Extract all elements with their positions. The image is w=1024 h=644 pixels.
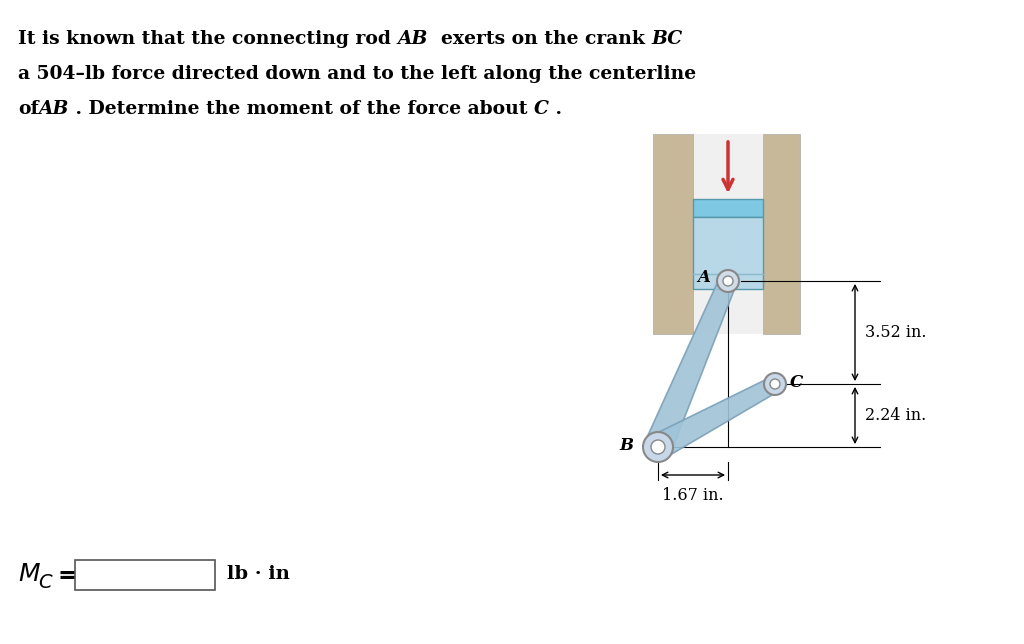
Polygon shape: [693, 217, 763, 289]
Text: B: B: [618, 437, 633, 453]
Circle shape: [770, 379, 780, 389]
Polygon shape: [693, 134, 763, 334]
Polygon shape: [763, 134, 800, 334]
Text: $\mathbf{\mathit{C}}$: $\mathbf{\mathit{C}}$: [38, 574, 53, 592]
Text: AB: AB: [39, 100, 69, 118]
Text: . Determine the moment of the force about: . Determine the moment of the force abou…: [69, 100, 534, 118]
Polygon shape: [653, 134, 693, 334]
Text: a 504–lb force directed down and to the left along the centerline: a 504–lb force directed down and to the …: [18, 65, 696, 83]
Text: AB: AB: [397, 30, 428, 48]
Text: 3.52 in.: 3.52 in.: [865, 324, 927, 341]
Circle shape: [651, 440, 665, 454]
Text: $\mathbf{=}$: $\mathbf{=}$: [53, 562, 77, 586]
Text: C: C: [534, 100, 549, 118]
Text: lb · in: lb · in: [227, 565, 290, 583]
Text: $\mathbf{\mathit{M}}$: $\mathbf{\mathit{M}}$: [18, 562, 41, 586]
Text: 1.67 in.: 1.67 in.: [663, 487, 724, 504]
Polygon shape: [75, 560, 215, 590]
Polygon shape: [652, 377, 779, 459]
Text: BC: BC: [651, 30, 683, 48]
Circle shape: [723, 276, 733, 286]
Text: exerts on the crank: exerts on the crank: [428, 30, 651, 48]
Text: 2.24 in.: 2.24 in.: [865, 407, 927, 424]
Circle shape: [643, 432, 673, 462]
Text: .: .: [549, 100, 562, 118]
Polygon shape: [645, 278, 736, 453]
Circle shape: [764, 373, 786, 395]
Circle shape: [717, 270, 739, 292]
Text: of: of: [18, 100, 39, 118]
Text: C: C: [790, 374, 803, 390]
Polygon shape: [693, 199, 763, 217]
Text: A: A: [697, 269, 710, 285]
Text: It is known that the connecting rod: It is known that the connecting rod: [18, 30, 397, 48]
